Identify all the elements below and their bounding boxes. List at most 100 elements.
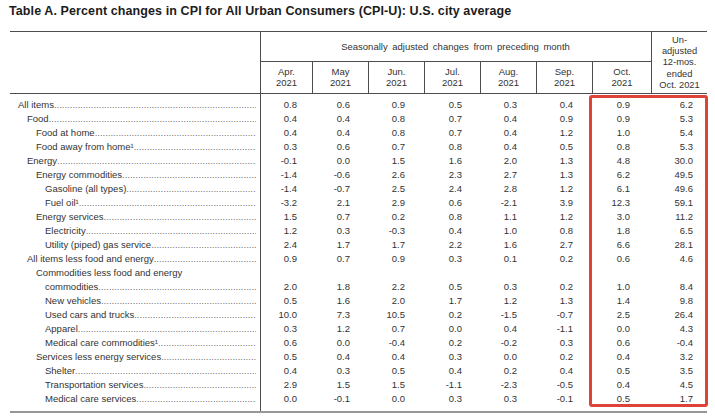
value-cell: 0.8 [536, 224, 592, 238]
row-label-cell: Medical care commodities¹ [10, 336, 260, 350]
row-label: Commodities less food and energy [36, 266, 182, 280]
value-cell: 0.0 [480, 350, 536, 364]
row-label-cell: Energy commodities [10, 168, 260, 182]
table-row: Gasoline (all types)-1.4-0.72.52.42.81.2… [10, 182, 707, 196]
table-row: Medical care services0.0-0.10.00.30.3-0.… [10, 392, 707, 406]
column-header-aug-2021: Aug. 2021 [481, 61, 536, 93]
value-cell: 0.0 [424, 322, 480, 336]
value-cell: 1.7 [368, 238, 424, 252]
value-cell: -0.5 [536, 378, 592, 392]
value-cell: 12.3 [592, 196, 651, 210]
table-row: Shelter0.40.30.50.40.20.40.53.5 [10, 364, 707, 378]
value-cell: 4.5 [651, 378, 707, 392]
cpi-table-page: Table A. Percent changes in CPI for All … [0, 0, 715, 420]
value-cell: 0.4 [592, 378, 651, 392]
dot-leader [136, 392, 256, 406]
dot-leader [49, 112, 256, 126]
value-cell: 0.4 [312, 112, 368, 126]
value-cell: 2.0 [480, 154, 536, 168]
dot-leader [86, 224, 256, 238]
value-cell: 6.1 [592, 182, 651, 196]
value-cell: 1.5 [368, 378, 424, 392]
group-header-underline [260, 61, 651, 62]
row-label-cell: Used cars and trucks [10, 308, 260, 322]
value-cell: 0.7 [424, 112, 480, 126]
value-cell: 0.4 [480, 322, 536, 336]
value-cell: 0.2 [536, 252, 592, 266]
table-row: Food away from home¹0.30.60.70.80.40.50.… [10, 140, 707, 154]
value-cell: 0.4 [368, 350, 424, 364]
value-cell: 0.8 [260, 98, 312, 112]
value-cell: 6.5 [651, 224, 707, 238]
value-cell: 0.5 [592, 392, 651, 406]
table-row: New vehicles0.51.62.01.71.21.31.49.8 [10, 294, 707, 308]
row-label: Energy commodities [36, 168, 122, 182]
value-cell: 0.4 [312, 126, 368, 140]
value-cell: 0.5 [424, 280, 480, 294]
value-cell: 1.2 [480, 294, 536, 308]
header-column-divider [536, 61, 537, 93]
table-row: Food0.40.40.80.70.40.90.95.3 [10, 112, 707, 126]
value-cell: -2.3 [480, 378, 536, 392]
dot-leader [75, 364, 256, 378]
value-cell: 6.2 [651, 98, 707, 112]
value-cell: 0.6 [592, 252, 651, 266]
value-cell: -0.6 [312, 168, 368, 182]
value-cell: 0.6 [424, 196, 480, 210]
value-cell: 0.6 [260, 336, 312, 350]
row-label-cell: Food away from home¹ [10, 140, 260, 154]
dot-leader [134, 308, 256, 322]
value-cell: -3.2 [260, 196, 312, 210]
header-column-divider [312, 61, 313, 93]
value-cell: 1.6 [480, 238, 536, 252]
value-cell: -1.5 [480, 308, 536, 322]
value-cell: 0.9 [368, 98, 424, 112]
row-label-cell: Commodities less food and energycommodit… [10, 266, 260, 294]
value-cell: 3.0 [592, 210, 651, 224]
value-cell: 2.5 [368, 182, 424, 196]
value-cell: 30.0 [651, 154, 707, 168]
value-cell: 1.3 [536, 168, 592, 182]
row-label-continued: commodities [45, 280, 98, 294]
value-cell: -1.4 [260, 182, 312, 196]
row-label-cell: Utility (piped) gas service [10, 238, 260, 252]
table-row: Fuel oil¹-3.22.12.90.6-2.13.912.359.1 [10, 196, 707, 210]
value-cell: 0.5 [424, 98, 480, 112]
value-cell: 0.4 [592, 350, 651, 364]
row-label: Medical care services [45, 392, 136, 406]
column-header-jul-2021: Jul. 2021 [425, 61, 480, 93]
column-header-apr-2021: Apr. 2021 [261, 61, 312, 93]
value-cell: 2.0 [368, 294, 424, 308]
value-cell: 1.2 [536, 126, 592, 140]
value-cell: 0.2 [536, 350, 592, 364]
value-cell: 0.9 [260, 252, 312, 266]
value-cell: 0.4 [260, 126, 312, 140]
row-label-cell: All items less food and energy [10, 252, 260, 266]
value-cell: 4.3 [651, 322, 707, 336]
value-cell: 0.8 [424, 140, 480, 154]
row-label-cell: Food [10, 112, 260, 126]
value-cell: 9.8 [651, 294, 707, 308]
value-cell: 10.0 [260, 308, 312, 322]
value-cell: 3.9 [536, 196, 592, 210]
row-label-cell: New vehicles [10, 294, 260, 308]
value-cell: 7.3 [312, 308, 368, 322]
value-cell: 1.5 [260, 210, 312, 224]
dot-leader [57, 154, 256, 168]
row-label-cell: Electricity [10, 224, 260, 238]
value-cell: 0.0 [260, 392, 312, 406]
value-cell: 0.4 [424, 224, 480, 238]
value-cell: 2.4 [424, 182, 480, 196]
value-cell: 0.5 [592, 364, 651, 378]
value-cell: 6.2 [592, 168, 651, 182]
row-label: Used cars and trucks [45, 308, 134, 322]
value-cell: 0.5 [260, 294, 312, 308]
value-cell: 0.5 [260, 350, 312, 364]
value-cell: 0.3 [424, 350, 480, 364]
value-cell: 1.2 [260, 224, 312, 238]
row-label-cell: Medical care services [10, 392, 260, 406]
row-label-cell: Energy services [10, 210, 260, 224]
table-row: Commodities less food and energycommodit… [10, 266, 707, 294]
table-row: Energy-0.10.01.51.62.01.34.830.0 [10, 154, 707, 168]
value-cell: -0.1 [260, 154, 312, 168]
